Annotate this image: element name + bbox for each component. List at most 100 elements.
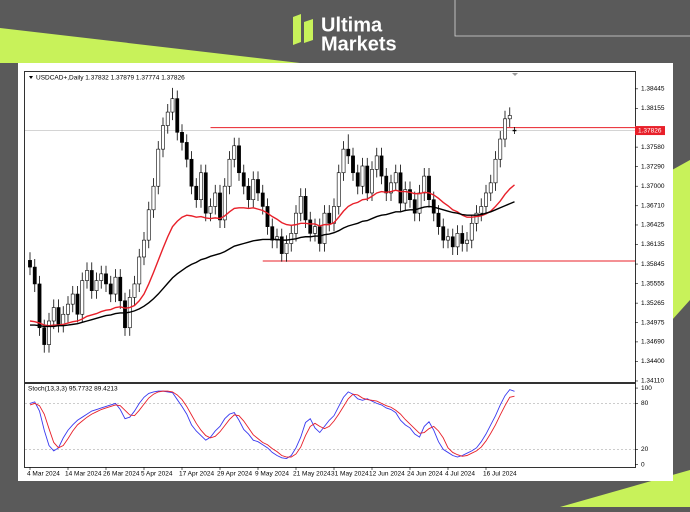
candle-body: [289, 233, 294, 244]
candle-body: [123, 300, 127, 329]
y-tick-label: 1.35555: [641, 280, 665, 287]
brand: Ultima: [321, 14, 383, 36]
y-tick-label: 1.34975: [641, 319, 665, 326]
chart-title: USDCAD+,Daily 1.37832 1.37879 1.37774 1.…: [36, 75, 185, 82]
x-tick-label: 29 Apr 2024: [217, 471, 252, 478]
x-tick-label: 9 May 2024: [255, 471, 289, 478]
candle-body: [365, 165, 370, 194]
candle-body: [336, 172, 341, 207]
candle-body: [137, 256, 142, 285]
stoch-line: [29, 390, 515, 458]
x-tick-label: 14 Mar 2024: [65, 471, 102, 478]
x-tick-label: 17 Apr 2024: [179, 471, 214, 478]
candle-body: [436, 212, 441, 227]
moving-average: [29, 184, 515, 327]
accent: [0, 28, 300, 63]
y-tick-label: 1.35845: [641, 261, 665, 268]
y-tick-label: 1.36135: [641, 241, 665, 248]
y-tick-label: 20: [641, 446, 649, 453]
candle-body: [298, 196, 303, 214]
candle-body: [446, 236, 450, 241]
candle-body: [194, 185, 199, 200]
candle-body: [450, 236, 455, 248]
candle-body: [322, 212, 327, 244]
candle-body: [341, 148, 346, 174]
candle-body: [265, 206, 270, 227]
candle-body: [465, 239, 469, 244]
y-tick-label: 1.36710: [641, 202, 665, 209]
candle-body: [417, 192, 422, 214]
candle-body: [294, 212, 298, 234]
candle-body: [47, 320, 51, 345]
candle-body: [80, 280, 85, 315]
logo-icon: [304, 19, 313, 43]
x-tick-label: 16 Jul 2024: [483, 471, 517, 478]
y-tick-label: 1.37290: [641, 163, 665, 170]
candle-body: [246, 185, 251, 200]
candle-body: [408, 189, 412, 200]
y-tick-label: 0: [641, 461, 645, 468]
candle-body: [222, 185, 227, 221]
candle-body: [61, 313, 66, 325]
candle-body: [327, 212, 332, 224]
candle-body: [355, 172, 360, 187]
candle-body: [75, 293, 80, 315]
x-tick-label: 21 May 2024: [293, 471, 331, 478]
candle-body: [165, 111, 170, 126]
candle-body: [227, 158, 232, 187]
y-tick-label: 1.34400: [641, 358, 665, 365]
candle-body: [241, 172, 246, 187]
candle-body: [360, 165, 365, 187]
x-tick-label: 26 Mar 2024: [103, 471, 140, 478]
y-tick-label: 1.35265: [641, 300, 665, 307]
candle-body: [488, 182, 493, 194]
candle-body: [104, 273, 108, 285]
candle-body: [370, 169, 374, 194]
y-tick-label: 1.34110: [641, 378, 664, 385]
y-tick-label: 100: [641, 385, 652, 392]
candle-body: [189, 158, 194, 187]
price-label-box: [635, 126, 665, 136]
candle-body: [455, 233, 460, 248]
candle-body: [132, 283, 137, 298]
y-tick-label: 80: [641, 400, 649, 407]
candle-body: [503, 118, 507, 140]
candle-body: [51, 307, 56, 322]
osc-frame: [24, 383, 636, 468]
candle-body: [270, 226, 275, 241]
candle-body: [393, 172, 398, 184]
accent: [672, 160, 690, 320]
candle-body: [284, 243, 289, 254]
candle-body: [170, 98, 175, 113]
candle-body: [113, 276, 118, 295]
stoch-line: [29, 389, 515, 460]
candle-body: [232, 145, 237, 160]
candle-body: [208, 206, 213, 214]
moving-average: [30, 201, 515, 328]
candle-body: [493, 158, 498, 184]
menu-arrow: [29, 76, 33, 79]
candle-body: [398, 172, 403, 204]
candle-body: [313, 226, 317, 234]
y-tick-label: 1.37580: [641, 144, 665, 151]
candle-body: [85, 270, 89, 281]
candle-body: [142, 239, 146, 258]
x-tick-label: 5 Apr 2024: [141, 471, 173, 478]
candle-body: [351, 155, 355, 174]
candle-body: [512, 129, 517, 132]
candle-body: [28, 260, 32, 268]
candle-body: [260, 192, 265, 207]
candle-body: [460, 233, 465, 244]
candle-body: [56, 307, 61, 325]
candle-body: [441, 226, 446, 241]
candle-body: [32, 266, 37, 285]
candle-body: [156, 148, 161, 187]
candle-body: [427, 175, 431, 200]
x-tick-label: 24 Jun 2024: [407, 471, 443, 478]
candle-body: [498, 138, 503, 160]
candle-body: [374, 155, 379, 170]
candle-body: [203, 172, 208, 214]
chart-panel: [18, 63, 673, 481]
candle-body: [180, 132, 184, 143]
